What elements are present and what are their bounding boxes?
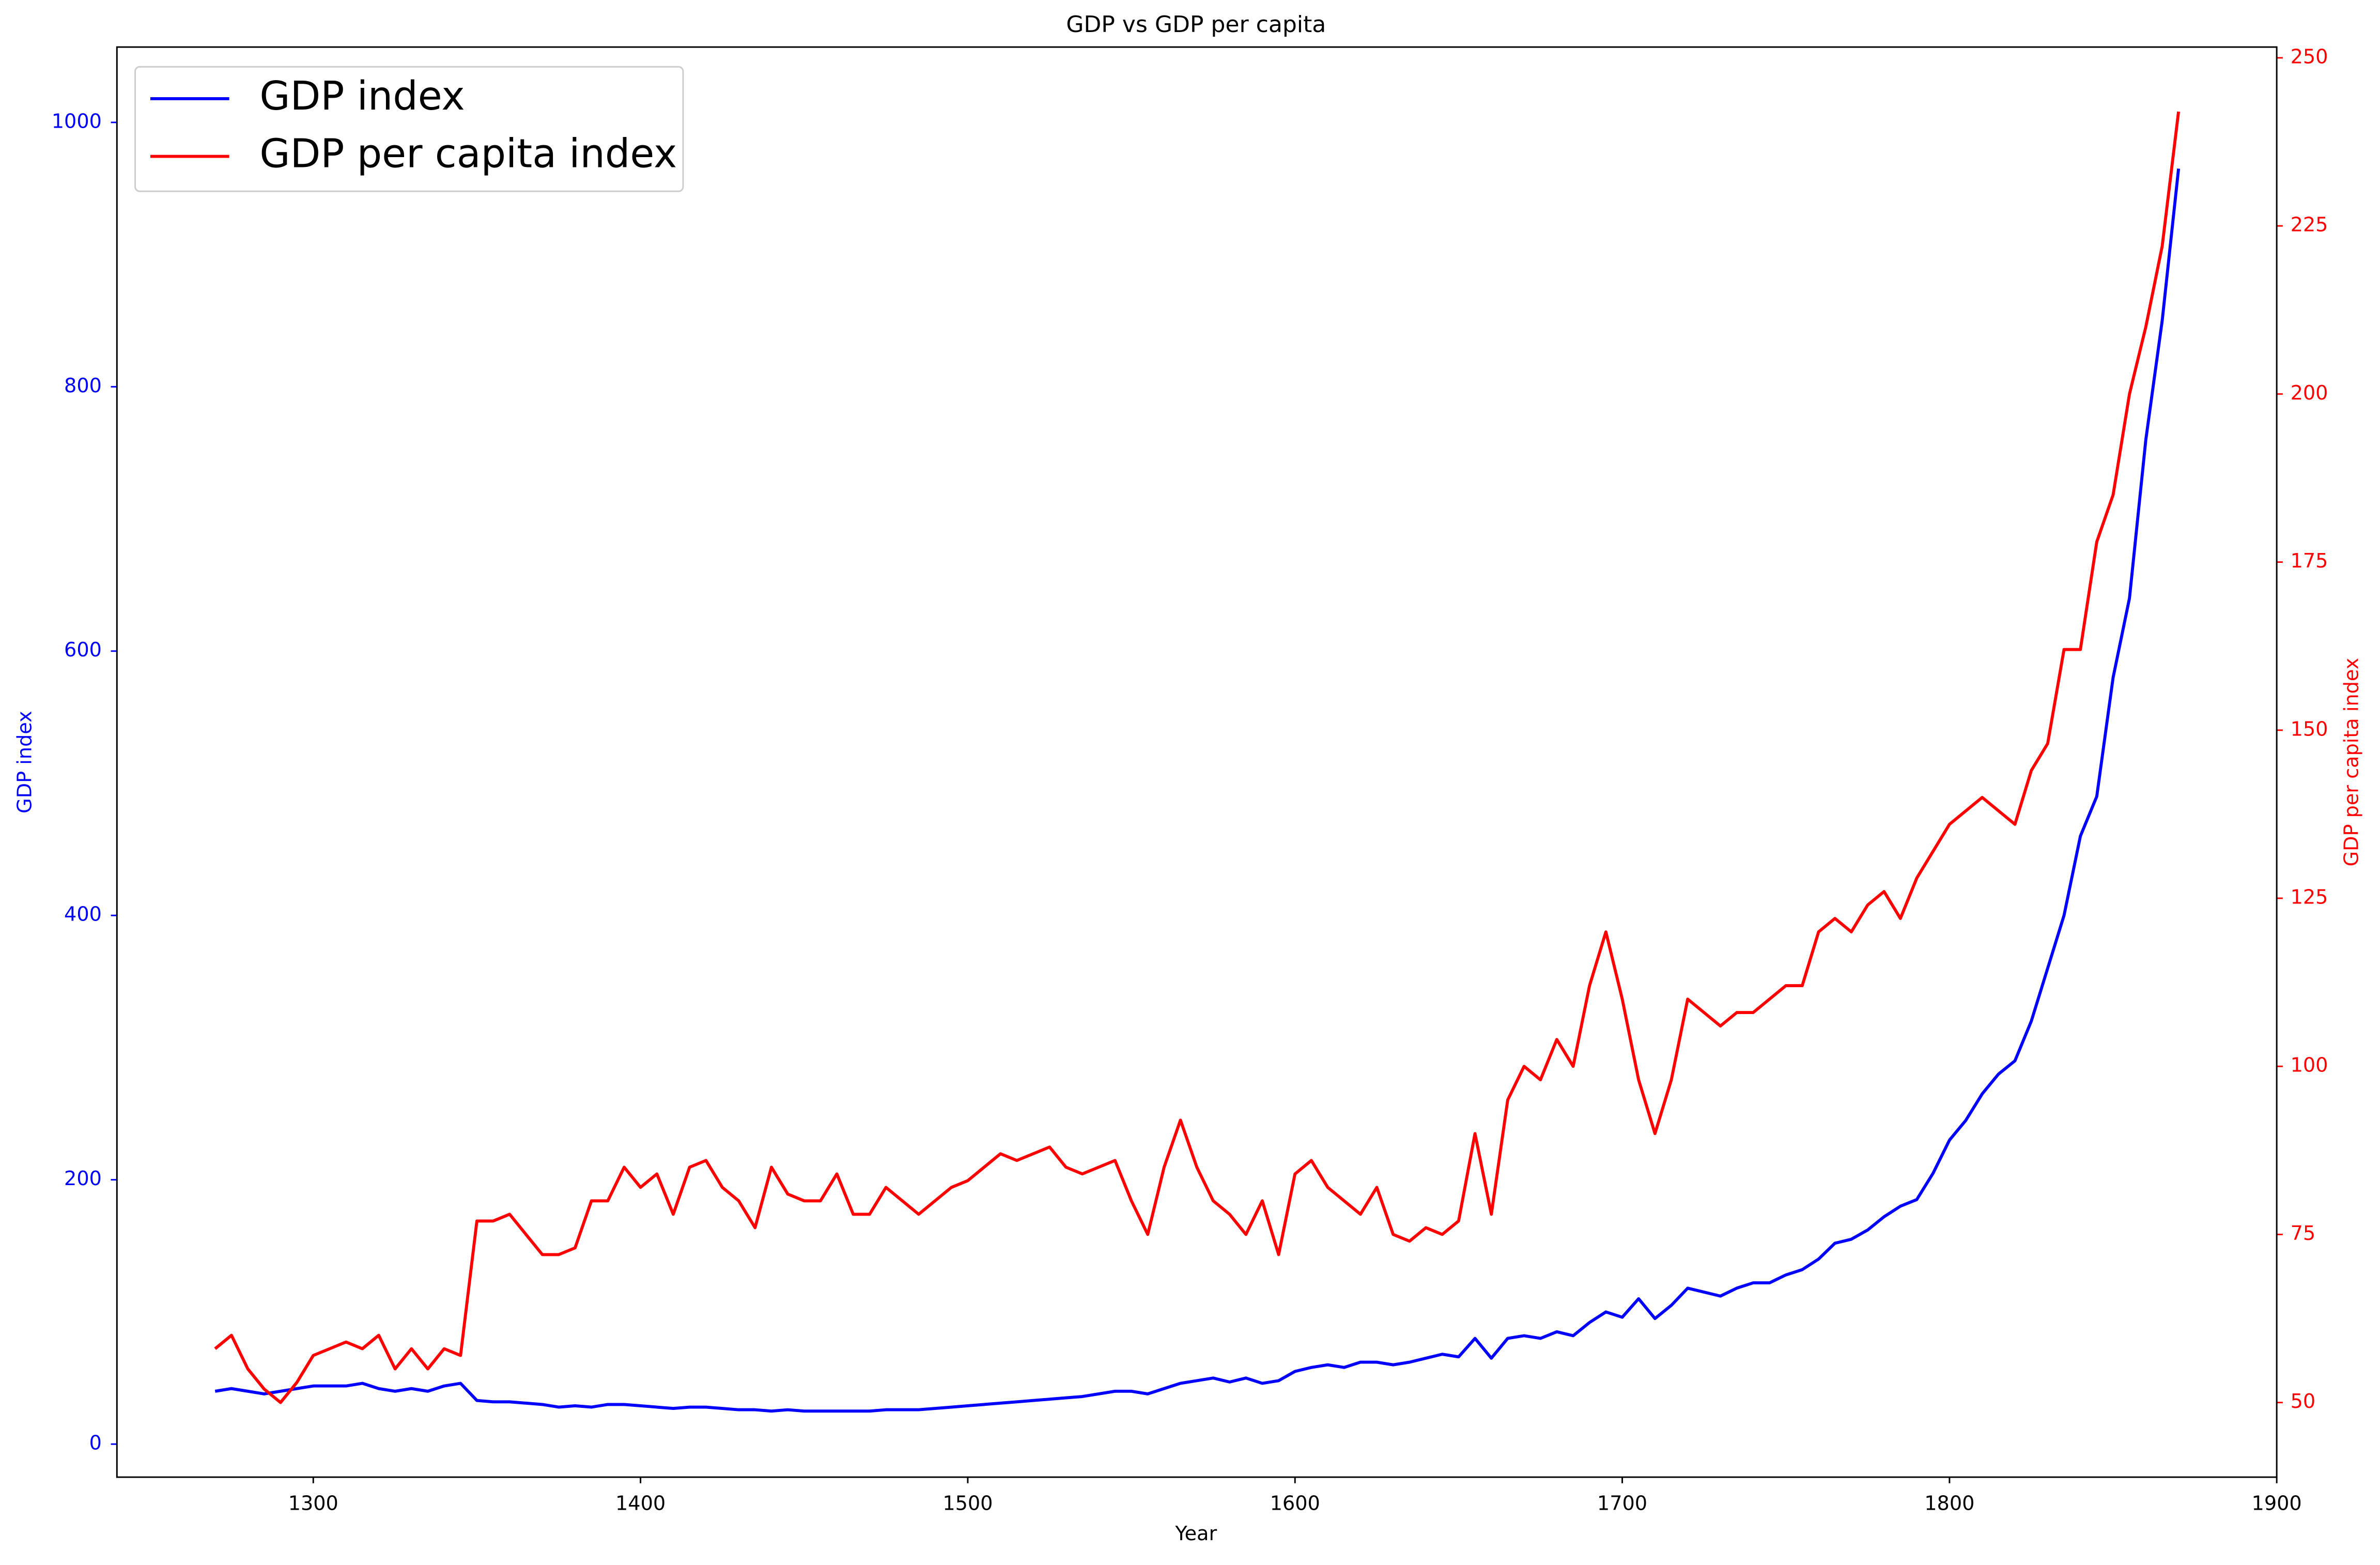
legend-box: [134, 66, 684, 192]
x-tick-label: 1600: [1270, 1492, 1320, 1515]
y-tick-label: 400: [64, 903, 102, 926]
y2-tick-label: 250: [2291, 45, 2328, 68]
x-tick-label: 1400: [615, 1492, 666, 1515]
x-tick-label: 1800: [1924, 1492, 1974, 1515]
chart-title: GDP vs GDP per capita: [1066, 11, 1326, 38]
y2-tick-label: 200: [2291, 382, 2328, 405]
x-tick-label: 1500: [942, 1492, 993, 1515]
y2-tick-label: 100: [2291, 1054, 2328, 1077]
y-tick-label: 600: [64, 639, 102, 662]
x-tick-label: 1700: [1597, 1492, 1647, 1515]
y-tick-label: 800: [64, 375, 102, 397]
y2-tick-label: 125: [2291, 886, 2328, 909]
y-tick-label: 1000: [52, 110, 102, 133]
plot-frame: [116, 46, 2278, 1478]
y-axis-label: GDP index: [14, 711, 37, 814]
y2-tick-label: 225: [2291, 214, 2328, 237]
y2-tick-label: 75: [2291, 1222, 2316, 1245]
y-tick-label: 0: [89, 1432, 102, 1455]
x-tick-label: 1300: [288, 1492, 338, 1515]
data-line: [214, 111, 2181, 1404]
x-axis-label: Year: [1174, 1523, 1217, 1545]
legend-label: GDP index: [259, 73, 465, 119]
x-tick-label: 1900: [2252, 1492, 2302, 1515]
y2-tick-label: 175: [2291, 550, 2328, 573]
legend-label: GDP per capita index: [259, 131, 677, 177]
y2-tick-label: 150: [2291, 718, 2328, 741]
y-tick-label: 200: [64, 1168, 102, 1190]
y2-axis-label: GDP per capita index: [2341, 658, 2363, 867]
y2-tick-label: 50: [2291, 1390, 2316, 1413]
data-line: [214, 168, 2181, 1413]
